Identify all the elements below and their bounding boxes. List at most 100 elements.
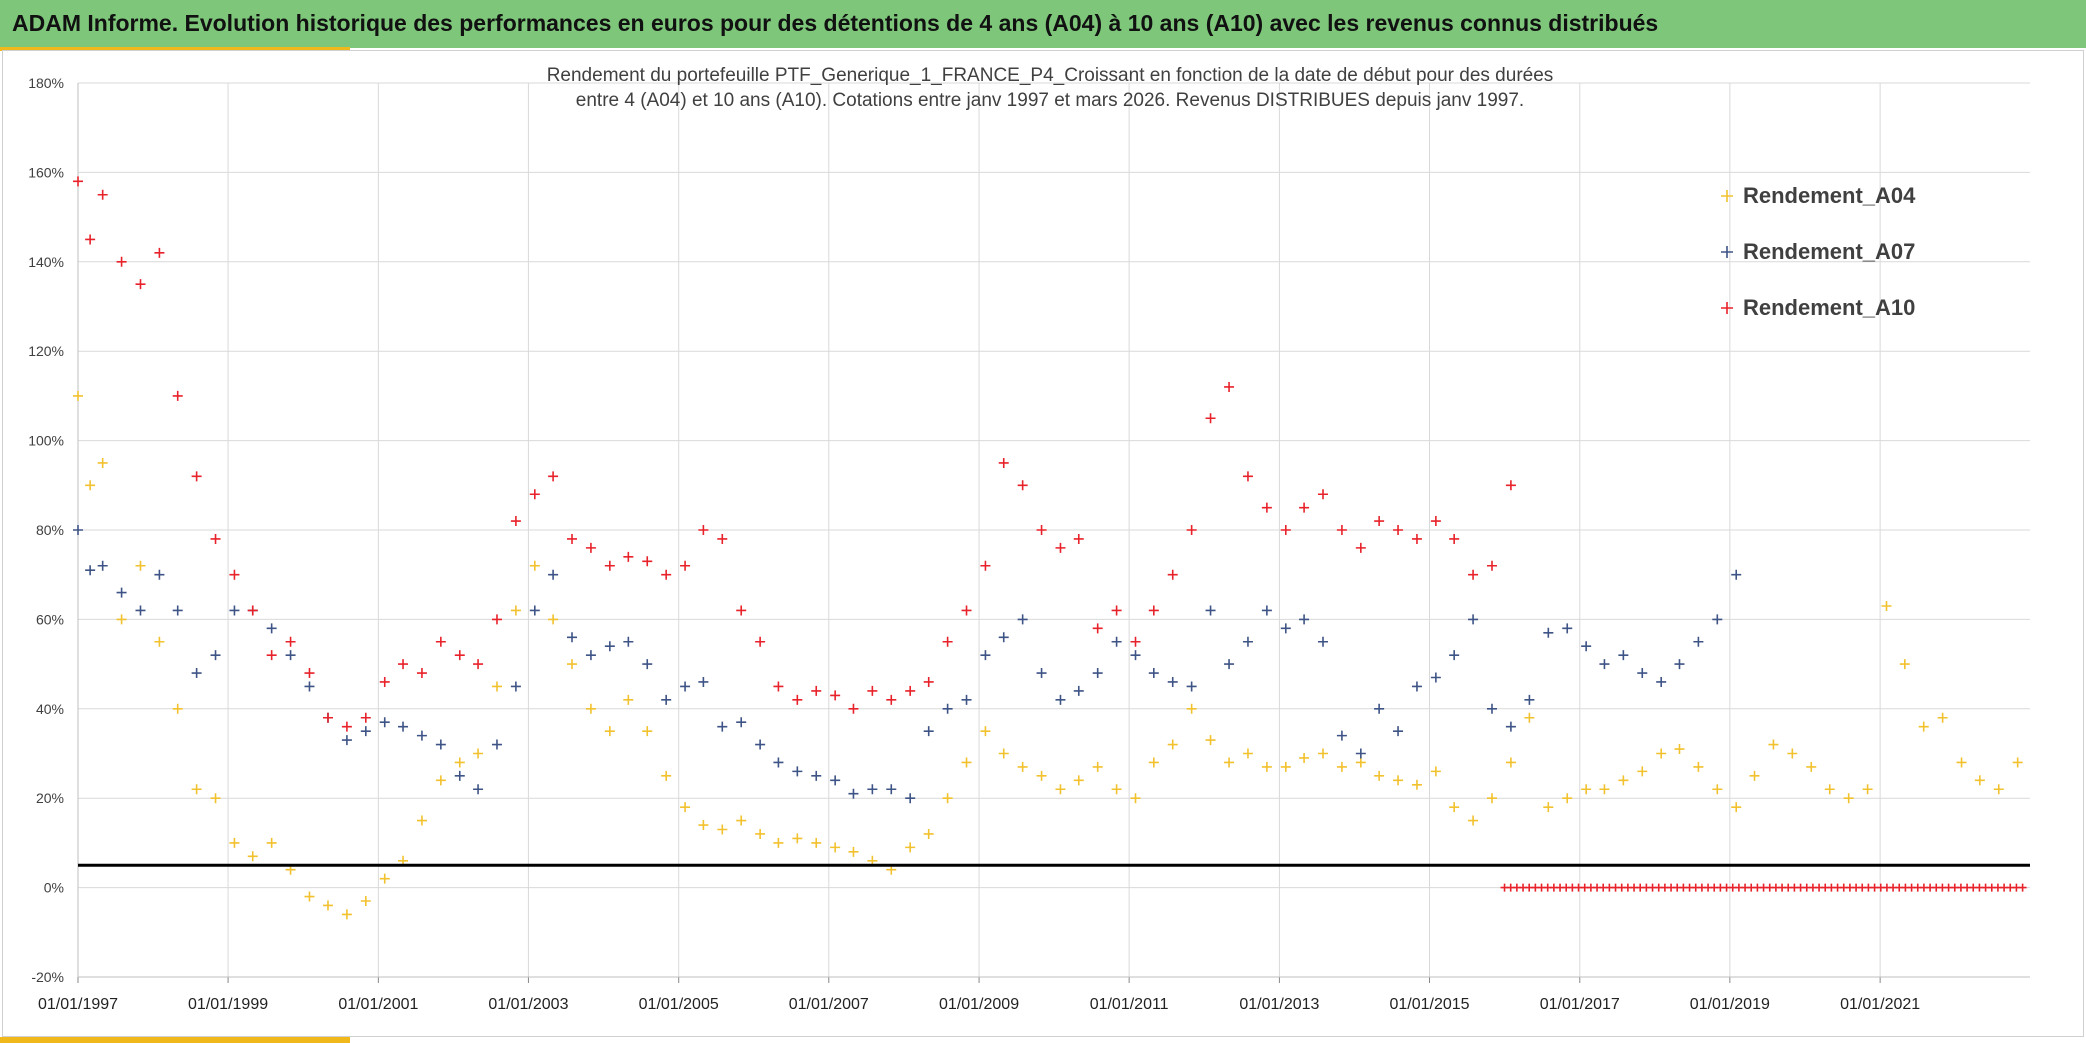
data-point-rendement_a10 — [642, 556, 653, 567]
data-point-rendement_a10 — [154, 247, 165, 258]
data-point-rendement_a10 — [473, 659, 484, 670]
data-point-rendement_a10 — [285, 636, 296, 647]
data-point-rendement_a04 — [1411, 779, 1422, 790]
data-point-rendement_a04 — [73, 390, 83, 401]
y-tick-label: -20% — [31, 969, 64, 985]
data-point-rendement_a10 — [1205, 413, 1216, 424]
x-tick-label: 01/01/2009 — [939, 996, 1019, 1013]
data-point-rendement_a04 — [247, 851, 258, 862]
data-point-rendement_a04 — [567, 659, 578, 670]
data-point-rendement_a04 — [1430, 766, 1441, 777]
data-point-rendement_a10 — [210, 533, 221, 544]
data-point-rendement_a07 — [792, 766, 803, 777]
data-point-rendement_a07 — [510, 681, 521, 692]
x-tick-label: 01/01/2001 — [338, 996, 418, 1013]
legend-item-a04: Rendement_A04 — [1721, 183, 1916, 208]
data-point-rendement_a04 — [379, 873, 390, 884]
data-point-rendement_a04 — [755, 828, 766, 839]
data-point-rendement_a10 — [736, 605, 747, 616]
data-point-rendement_a10 — [755, 636, 766, 647]
data-point-rendement_a10 — [1186, 525, 1197, 535]
data-point-rendement_a04 — [1393, 775, 1404, 786]
data-point-rendement_a04 — [454, 757, 465, 768]
data-point-rendement_a07 — [1242, 636, 1253, 647]
data-point-rendement_a10 — [623, 551, 634, 562]
data-point-rendement_a10 — [510, 516, 521, 527]
data-point-rendement_a07 — [1017, 614, 1028, 625]
data-point-rendement_a04 — [1449, 802, 1460, 813]
data-point-rendement_a10-zero — [2018, 883, 2027, 892]
data-point-rendement_a07 — [285, 650, 296, 661]
data-point-rendement_a04 — [680, 802, 691, 813]
data-point-rendement_a07 — [886, 784, 897, 795]
data-point-rendement_a10 — [529, 489, 540, 500]
data-point-rendement_a10 — [961, 605, 972, 616]
data-point-rendement_a07 — [1430, 672, 1441, 683]
data-point-rendement_a10 — [792, 694, 803, 705]
legend-plus-marker — [1721, 302, 1733, 314]
x-tick-label: 01/01/1997 — [38, 996, 118, 1013]
data-point-rendement_a04 — [510, 605, 521, 616]
data-point-rendement_a04 — [905, 842, 916, 853]
data-point-rendement_a07 — [567, 632, 578, 643]
data-point-rendement_a07 — [398, 721, 409, 732]
data-point-rendement_a04 — [1768, 739, 1779, 750]
data-point-rendement_a10 — [1092, 623, 1103, 634]
data-point-rendement_a04 — [1862, 784, 1873, 795]
data-point-rendement_a04 — [2012, 757, 2023, 768]
data-point-rendement_a07 — [736, 717, 747, 728]
data-point-rendement_a04 — [1731, 802, 1742, 813]
data-point-rendement_a04 — [1993, 784, 2004, 795]
data-point-rendement_a04 — [360, 896, 371, 907]
data-point-rendement_a07 — [154, 569, 165, 580]
y-tick-label: 100% — [28, 433, 64, 449]
data-point-rendement_a04 — [1374, 770, 1385, 781]
data-point-rendement_a07 — [73, 525, 83, 535]
data-point-rendement_a04 — [1581, 784, 1592, 795]
data-point-rendement_a07 — [454, 770, 465, 781]
data-point-rendement_a07 — [717, 721, 728, 732]
data-point-rendement_a10 — [567, 533, 578, 544]
data-point-rendement_a07 — [942, 703, 953, 714]
data-point-rendement_a07 — [755, 739, 766, 750]
data-point-rendement_a07 — [661, 694, 672, 705]
data-point-rendement_a10 — [304, 668, 315, 679]
data-point-rendement_a04 — [473, 748, 484, 759]
data-point-rendement_a04 — [1017, 761, 1028, 772]
data-point-rendement_a07 — [210, 650, 221, 661]
data-point-rendement_a10 — [1505, 480, 1516, 491]
data-point-rendement_a10 — [1055, 542, 1066, 553]
data-point-rendement_a10 — [585, 542, 596, 553]
data-point-rendement_a07 — [416, 730, 427, 741]
data-point-rendement_a04 — [585, 703, 596, 714]
data-point-rendement_a07 — [1055, 694, 1066, 705]
data-point-rendement_a04 — [1111, 784, 1122, 795]
data-point-rendement_a07 — [266, 623, 277, 634]
data-point-rendement_a10 — [1393, 525, 1404, 535]
y-tick-label: 60% — [36, 611, 64, 627]
data-point-rendement_a04 — [1712, 784, 1723, 795]
data-point-rendement_a07 — [97, 560, 108, 571]
data-point-rendement_a10 — [680, 560, 691, 571]
data-point-rendement_a07 — [116, 587, 127, 598]
data-point-rendement_a07 — [642, 659, 653, 670]
x-tick-label: 01/01/2011 — [1090, 996, 1169, 1013]
y-tick-label: 120% — [28, 343, 64, 359]
data-point-rendement_a04 — [642, 726, 653, 737]
data-point-rendement_a04 — [304, 891, 315, 902]
data-point-rendement_a04 — [1092, 761, 1103, 772]
data-point-rendement_a10 — [942, 636, 953, 647]
data-point-rendement_a04 — [604, 726, 615, 737]
x-tick-label: 01/01/2003 — [488, 996, 568, 1013]
data-point-rendement_a10 — [1336, 525, 1347, 535]
data-point-rendement_a07 — [1186, 681, 1197, 692]
data-point-rendement_a04 — [1543, 802, 1554, 813]
data-point-rendement_a07 — [1393, 726, 1404, 737]
data-point-rendement_a07 — [435, 739, 446, 750]
data-point-rendement_a10 — [661, 569, 672, 580]
marks-layer — [73, 176, 2027, 920]
chart-frame — [2, 50, 2084, 1037]
legend-marker-a10 — [1721, 302, 1733, 314]
data-point-rendement_a04 — [1937, 712, 1948, 723]
data-point-rendement_a04 — [1224, 757, 1235, 768]
